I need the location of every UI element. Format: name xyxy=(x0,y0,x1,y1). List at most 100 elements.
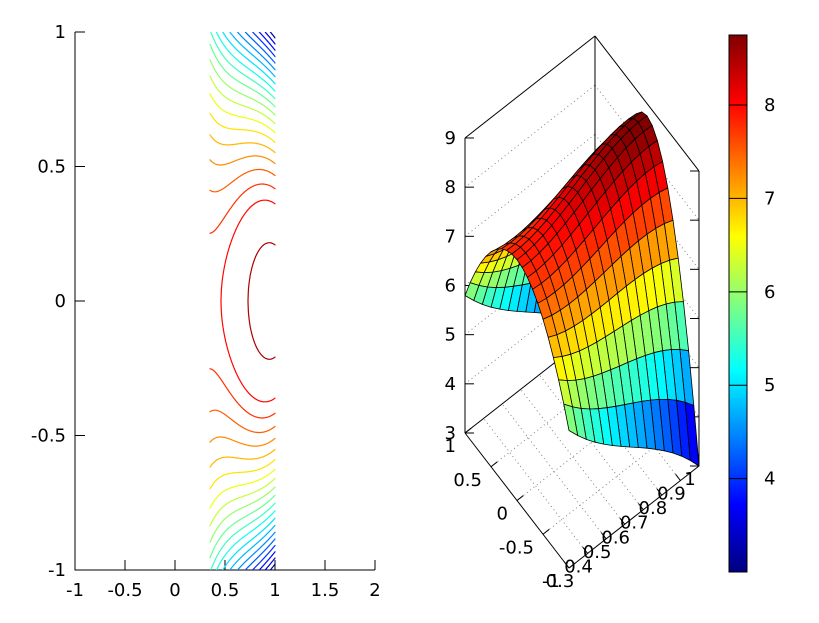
y-tick-3d xyxy=(490,461,498,468)
contour-line-level-8.5 xyxy=(247,242,276,360)
x-tick-label-3d: 0.9 xyxy=(657,484,686,505)
contour-line-level-4.25 xyxy=(244,32,276,64)
x-tick-3d xyxy=(563,561,570,569)
x-tick-3d xyxy=(638,503,644,511)
contour-line-level-5.5 xyxy=(210,32,276,100)
contour-line-level-7.25 xyxy=(209,155,276,166)
contour-line-level-7.5 xyxy=(209,409,276,434)
contour-line-level-5.5 xyxy=(210,502,276,570)
x-tick-label: 2 xyxy=(369,580,380,601)
contour-line-level-7.5 xyxy=(209,168,276,193)
contour-line-level-6.75 xyxy=(209,112,276,143)
y-tick-label: 0.5 xyxy=(37,157,66,178)
y-tick-label-3d: -0.5 xyxy=(499,537,534,558)
x-tick-label: -1 xyxy=(66,580,84,601)
colorbar-gradient xyxy=(729,35,747,572)
z-tick-label: 4 xyxy=(445,374,456,395)
contour-line-level-7 xyxy=(209,448,276,468)
contour-line-level-6.25 xyxy=(209,477,276,527)
x-tick-label-3d: 1 xyxy=(684,469,695,490)
contour-line-level-3.75 xyxy=(258,551,276,570)
y-tick-label: 0 xyxy=(55,291,66,312)
x-tick-label: 1.5 xyxy=(311,580,340,601)
z-tick-label: 8 xyxy=(445,177,456,198)
contour-lines xyxy=(209,32,276,570)
contour-line-level-7.75 xyxy=(209,368,276,419)
y-tick-label-3d: 0.5 xyxy=(453,470,482,491)
contour-line-level-6 xyxy=(209,59,276,116)
x-tick-label: -0.5 xyxy=(107,580,142,601)
surface-mesh xyxy=(464,111,700,467)
contour-line-level-4.75 xyxy=(229,32,276,78)
contour-line-level-6.5 xyxy=(209,468,276,509)
colorbar-tick-label: 6 xyxy=(764,282,775,303)
top-edge-right xyxy=(594,35,700,172)
contour-line-level-4.25 xyxy=(244,538,276,570)
x-tick-label-3d: 0.5 xyxy=(583,542,612,563)
y-tick-3d xyxy=(568,562,576,569)
contour-line-level-8 xyxy=(220,199,276,403)
contour-line-level-6.75 xyxy=(209,459,276,490)
z-tick-label: 6 xyxy=(445,275,456,296)
contour-line-level-7.25 xyxy=(209,436,276,447)
x-tick-label: 0.5 xyxy=(211,580,240,601)
contour-line-level-4.5 xyxy=(236,531,276,570)
x-tick-label-3d: 0.4 xyxy=(564,556,593,577)
y-tick-label: 1 xyxy=(55,22,66,43)
y-tick-label-3d: 0 xyxy=(497,504,508,525)
contour-line-level-3.5 xyxy=(264,557,276,570)
y-tick-3d xyxy=(464,427,472,434)
x-tick-label-3d: 0.6 xyxy=(601,527,630,548)
surface-cell xyxy=(563,403,579,436)
contour-line-level-3.5 xyxy=(264,32,276,45)
contour-line-level-5 xyxy=(222,32,276,85)
y-tick-label-3d: -1 xyxy=(542,571,560,592)
contour-line-level-6 xyxy=(209,486,276,543)
y-tick-label: -0.5 xyxy=(31,426,66,447)
z-tick-label: 3 xyxy=(445,423,456,444)
contour-line-level-3.25 xyxy=(269,563,276,570)
z-tick-label: 5 xyxy=(445,325,456,346)
colorbar-tick-label: 5 xyxy=(764,375,775,396)
contour-line-level-5.25 xyxy=(215,32,276,92)
y-tick-3d xyxy=(516,495,524,501)
contour-line-level-5.25 xyxy=(215,510,276,570)
z-tick-label: 9 xyxy=(445,128,456,149)
x-tick-3d xyxy=(619,517,626,525)
contour-plot: 1 0.5 0 -0.5 -1-1 -0.5 0 0.5 1 1.5 2 xyxy=(31,22,381,601)
wall-grid-line-z xyxy=(464,84,596,188)
top-edge-left xyxy=(464,35,596,139)
contour-line-level-5 xyxy=(222,517,276,570)
contour-line-level-4 xyxy=(252,544,276,570)
base-edge-front-right xyxy=(568,465,700,569)
contour-line-level-6.25 xyxy=(209,75,276,125)
contour-line-level-6.5 xyxy=(209,93,276,134)
colorbar-tick-label: 4 xyxy=(764,469,775,490)
colorbar-tick-label: 7 xyxy=(764,188,775,209)
axis-ticks xyxy=(74,31,376,571)
colorbar-tick-label: 8 xyxy=(764,95,775,116)
contour-line-level-5.75 xyxy=(209,43,276,108)
z-tick-label: 7 xyxy=(445,226,456,247)
contour-line-level-3.25 xyxy=(269,32,276,39)
y-tick-label: -1 xyxy=(48,560,66,581)
y-tick-3d xyxy=(542,528,550,535)
x-tick-label-3d: 0.8 xyxy=(639,498,668,519)
x-tick-label-3d: 0.7 xyxy=(620,513,649,534)
x-tick-label: 1 xyxy=(269,580,280,601)
colorbar-border xyxy=(728,34,748,573)
contour-line-level-4.75 xyxy=(229,524,276,570)
contour-line-level-4 xyxy=(252,32,276,58)
x-tick-3d xyxy=(675,473,681,481)
x-tick-3d xyxy=(600,532,607,540)
x-tick-label-3d: 0.3 xyxy=(546,571,575,592)
contour-line-level-7.75 xyxy=(209,183,276,234)
x-tick-3d xyxy=(582,546,588,554)
contour-line-level-4.5 xyxy=(236,32,276,71)
x-tick-label: 0 xyxy=(169,580,180,601)
colorbar: 8 7 6 5 4 xyxy=(728,34,775,573)
